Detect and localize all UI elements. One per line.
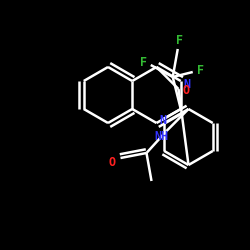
Text: O: O	[183, 84, 190, 98]
Text: O: O	[109, 156, 116, 168]
Text: F: F	[176, 34, 183, 48]
Text: F: F	[140, 56, 147, 70]
Text: F: F	[197, 64, 204, 76]
Text: NH: NH	[154, 130, 168, 142]
Text: N: N	[183, 78, 190, 90]
Text: N: N	[159, 114, 166, 128]
